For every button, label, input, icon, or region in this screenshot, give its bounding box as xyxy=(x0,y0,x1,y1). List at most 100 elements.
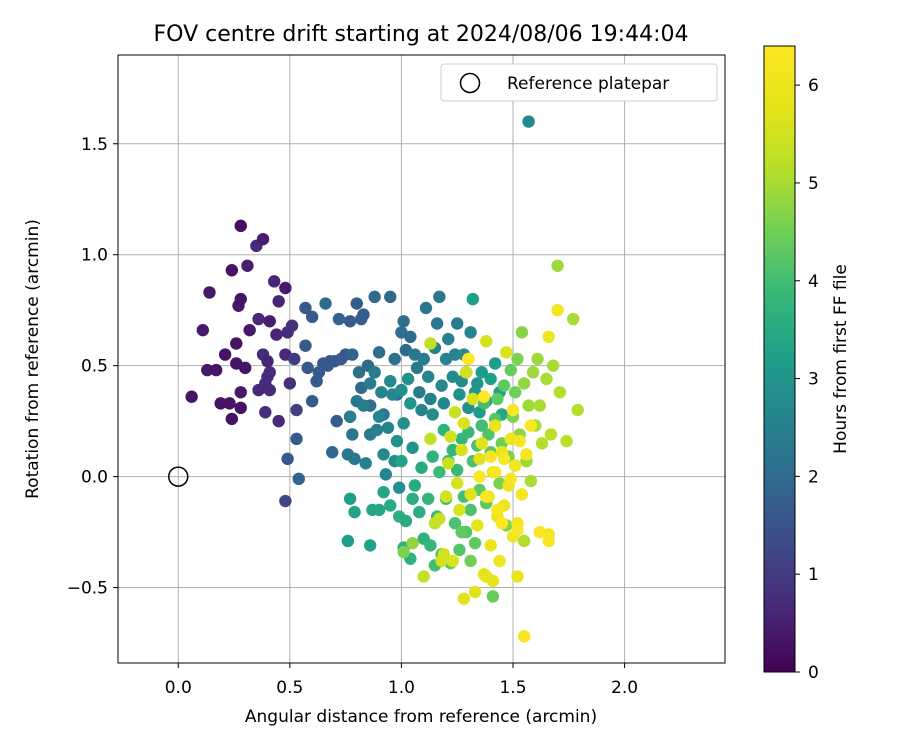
data-point xyxy=(372,410,386,423)
x-tick-label: 1.0 xyxy=(388,678,415,698)
data-point xyxy=(457,417,471,430)
data-point xyxy=(417,352,430,366)
data-point xyxy=(272,414,285,428)
data-point xyxy=(517,534,531,548)
data-point xyxy=(404,330,417,344)
data-point xyxy=(341,534,355,548)
data-point xyxy=(513,434,526,448)
data-point xyxy=(368,366,381,379)
data-point xyxy=(234,386,247,399)
data-point xyxy=(388,352,401,366)
data-point xyxy=(471,519,484,532)
data-point xyxy=(346,348,359,361)
data-point xyxy=(522,115,535,128)
data-point xyxy=(477,390,491,403)
data-point xyxy=(448,348,462,361)
colorbar-gradient xyxy=(763,45,796,673)
data-point xyxy=(279,281,292,295)
data-point xyxy=(437,548,451,561)
data-points xyxy=(185,115,584,643)
data-point xyxy=(350,297,363,310)
data-point xyxy=(272,295,285,308)
data-point xyxy=(209,363,223,377)
data-point xyxy=(551,259,564,273)
colorbar-tick-label: 2 xyxy=(808,467,819,487)
data-point xyxy=(506,403,520,417)
data-point xyxy=(480,335,493,348)
data-point xyxy=(279,494,292,508)
data-point xyxy=(484,372,497,386)
data-point xyxy=(292,472,305,486)
data-point xyxy=(243,323,256,337)
data-point xyxy=(290,432,303,446)
data-point xyxy=(473,452,486,466)
colorbar-tick-label: 6 xyxy=(808,76,819,96)
data-point xyxy=(484,539,497,552)
data-point xyxy=(437,397,451,410)
data-point xyxy=(201,363,214,377)
data-point xyxy=(457,592,471,605)
data-point xyxy=(439,490,453,503)
data-point xyxy=(424,539,437,552)
data-point xyxy=(466,392,480,406)
data-point xyxy=(419,301,433,315)
colorbar: 0 1 2 3 4 5 6 Hours from first FF file xyxy=(763,45,851,683)
data-point xyxy=(218,348,232,361)
data-point xyxy=(493,554,506,568)
data-point xyxy=(392,481,406,494)
data-point xyxy=(363,539,377,552)
data-point xyxy=(484,450,497,463)
data-point xyxy=(343,492,357,505)
data-point xyxy=(397,545,410,559)
data-point xyxy=(455,525,468,539)
data-point xyxy=(495,517,509,530)
data-point xyxy=(259,406,272,419)
data-point xyxy=(546,359,560,372)
data-point xyxy=(517,377,531,390)
x-tick-label: 0.0 xyxy=(165,678,192,698)
data-point xyxy=(491,503,504,517)
y-axis-label: Rotation from reference (arcmin) xyxy=(23,219,43,499)
data-point xyxy=(571,403,584,417)
data-point xyxy=(384,374,397,388)
data-point xyxy=(288,352,301,366)
data-point xyxy=(459,366,473,379)
data-point xyxy=(321,359,334,372)
data-point xyxy=(433,290,446,304)
data-point xyxy=(214,397,227,410)
data-point xyxy=(464,326,477,339)
data-point xyxy=(301,361,314,375)
data-point xyxy=(348,452,361,466)
data-point xyxy=(225,264,239,277)
data-point xyxy=(415,403,428,417)
data-point xyxy=(326,445,339,459)
data-point xyxy=(475,437,488,450)
colorbar-tick-label: 4 xyxy=(808,272,819,292)
data-point xyxy=(468,536,482,550)
data-point xyxy=(497,379,511,392)
data-point xyxy=(480,570,493,583)
data-point xyxy=(384,499,397,512)
data-point xyxy=(408,479,422,492)
data-point xyxy=(453,388,466,401)
data-point xyxy=(551,303,564,317)
data-point xyxy=(462,352,475,366)
data-point xyxy=(544,428,558,441)
chart-title: FOV centre drift starting at 2024/08/06 … xyxy=(154,22,689,47)
data-point xyxy=(482,428,495,441)
data-point xyxy=(401,372,415,386)
data-point xyxy=(435,379,448,392)
data-point xyxy=(330,414,343,428)
y-axis-ticks: −0.5 0.0 0.5 1.0 1.5 xyxy=(67,135,118,599)
data-point xyxy=(520,448,533,461)
data-point xyxy=(515,488,529,501)
data-point xyxy=(480,490,493,503)
data-point xyxy=(241,259,254,273)
data-point xyxy=(281,452,294,466)
legend-marker-icon xyxy=(459,72,481,94)
y-tick-label: 0.5 xyxy=(81,357,108,377)
data-point xyxy=(381,421,395,434)
data-point xyxy=(475,366,488,379)
data-point xyxy=(357,308,370,321)
